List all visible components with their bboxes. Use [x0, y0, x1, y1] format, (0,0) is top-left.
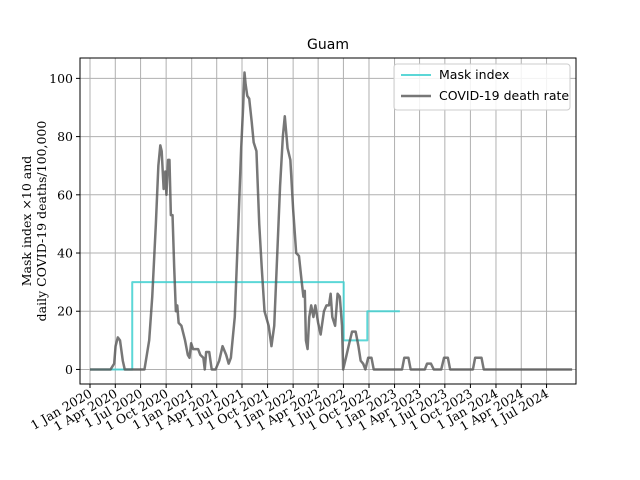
y-tick-label: 60 [57, 187, 73, 202]
y-axis-label-line-1: Mask index ×10 and [19, 156, 34, 287]
legend: Mask index COVID-19 death rate [393, 63, 571, 111]
y-tick-label: 100 [49, 71, 73, 86]
legend-label-mask-index: Mask index [439, 67, 509, 82]
y-tick-label: 80 [57, 129, 73, 144]
death-rate-line [90, 71, 573, 371]
y-tick-label: 40 [57, 246, 73, 261]
legend-label-death-rate: COVID-19 death rate [439, 88, 569, 103]
y-tick-label: 0 [65, 362, 73, 377]
series-layer [90, 71, 573, 371]
chart-title: Guam [307, 37, 349, 53]
y-axis-label-line-2: daily COVID-19 deaths/100,000 [34, 121, 49, 322]
y-axis-label: Mask index ×10 and daily COVID-19 deaths… [19, 121, 49, 322]
y-tick-label: 20 [57, 304, 73, 319]
axes-frame [79, 57, 577, 385]
legend-frame [393, 63, 571, 111]
mask-index-line [90, 281, 400, 371]
